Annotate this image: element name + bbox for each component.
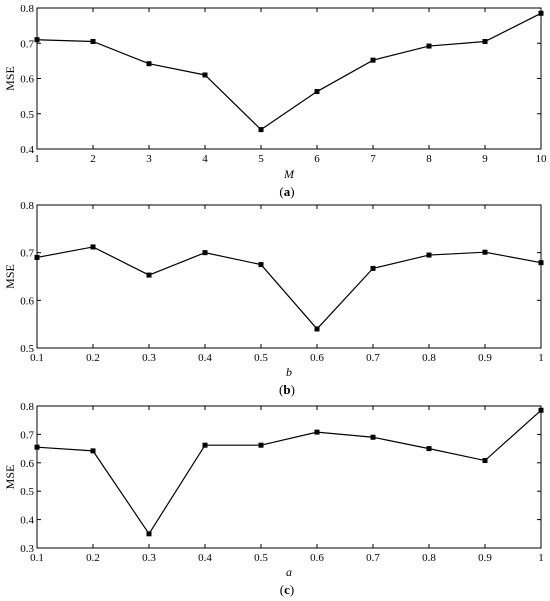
chart-panel-c: 0.1 0.2 0.3 0.4 0.5 0.6 0.7 0.8 0.9 1 0.3 0.4 0.5 0.6… <box>3 401 544 597</box>
data-point <box>90 244 96 250</box>
x-tick-label: 1 <box>538 352 544 364</box>
x-tick-label: 0.4 <box>198 352 212 364</box>
y-tick-label: 0.8 <box>20 401 34 413</box>
data-point <box>482 38 488 44</box>
x-axis-label: a <box>286 565 292 579</box>
x-tick-label: 0.5 <box>254 552 268 564</box>
series-line <box>36 409 542 535</box>
y-tick-label: 0.5 <box>20 109 34 121</box>
data-point <box>538 10 544 16</box>
x-tick-label: 0.9 <box>478 352 492 364</box>
y-tick-label: 0.4 <box>20 144 34 156</box>
y-tick-label: 0.8 <box>20 200 34 212</box>
x-axis-label: M <box>283 167 295 181</box>
y-tick-label: 0.8 <box>20 3 34 15</box>
x-tick-label: 0.1 <box>30 352 44 364</box>
data-point <box>538 407 544 413</box>
x-tick-label: 0.3 <box>142 552 156 564</box>
data-point <box>370 57 376 63</box>
series-line <box>36 246 542 330</box>
x-tick-label: 0.2 <box>86 552 100 564</box>
x-tick-label: 9 <box>482 153 488 165</box>
data-point <box>202 250 208 256</box>
panel-caption: (c) <box>280 582 294 597</box>
data-point <box>314 89 320 95</box>
data-point <box>482 249 488 255</box>
x-tick-label: 2 <box>90 153 96 165</box>
x-tick-label: 5 <box>258 153 264 165</box>
y-tick-label: 0.7 <box>20 38 34 50</box>
data-point <box>538 260 544 266</box>
x-tick-label: 4 <box>202 153 208 165</box>
data-point <box>202 72 208 78</box>
x-tick-label: 0.5 <box>254 352 268 364</box>
x-tick-label: 10 <box>536 153 548 165</box>
x-tick-label: 3 <box>146 153 152 165</box>
data-point <box>258 442 264 448</box>
panel-caption: (b) <box>279 382 295 397</box>
x-tick-label: 0.1 <box>30 552 44 564</box>
x-tick-label: 0.4 <box>198 552 212 564</box>
y-tick-label: 0.5 <box>20 343 34 355</box>
data-point <box>34 254 40 260</box>
chart-panel-a: 1 2 3 4 5 6 7 8 9 10 0.4 0.5 0.6 0.7 0.8 MSE M (a) <box>3 3 547 199</box>
data-point <box>426 252 432 258</box>
y-tick-label: 0.5 <box>20 486 34 498</box>
y-axis-label: MSE <box>3 465 17 490</box>
y-tick-label: 0.7 <box>20 248 34 260</box>
x-tick-label: 0.8 <box>422 352 436 364</box>
x-tick-label: 0.2 <box>86 352 100 364</box>
data-point <box>34 37 40 43</box>
x-tick-label: 1 <box>538 552 544 564</box>
x-tick-label: 0.9 <box>478 552 492 564</box>
plot-frame <box>36 7 542 150</box>
plot-frame <box>36 405 542 549</box>
x-tick-label: 0.6 <box>310 352 324 364</box>
y-tick-label: 0.7 <box>20 429 34 441</box>
x-tick-label: 0.6 <box>310 552 324 564</box>
x-tick-label: 0.3 <box>142 352 156 364</box>
x-tick-label: 0.7 <box>366 352 380 364</box>
x-axis-label: b <box>286 365 292 379</box>
y-axis-label: MSE <box>3 66 17 91</box>
x-tick-label: 6 <box>314 153 320 165</box>
y-tick-label: 0.6 <box>20 295 34 307</box>
x-tick-label: 1 <box>34 153 40 165</box>
y-tick-label: 0.3 <box>20 543 34 555</box>
x-tick-label: 0.7 <box>366 552 380 564</box>
panel-caption: (a) <box>279 184 294 199</box>
x-tick-label: 7 <box>370 153 376 165</box>
data-point <box>258 262 264 268</box>
data-point <box>426 43 432 49</box>
data-point <box>146 531 152 537</box>
data-point <box>314 326 320 332</box>
data-point <box>370 434 376 440</box>
y-tick-label: 0.6 <box>20 74 34 86</box>
data-point <box>370 265 376 271</box>
data-point <box>426 446 432 452</box>
x-tick-label: 0.8 <box>422 552 436 564</box>
data-point <box>202 442 208 448</box>
plot-frame <box>36 204 542 349</box>
data-point <box>146 272 152 278</box>
chart-panel-b: 0.1 0.2 0.3 0.4 0.5 0.6 0.7 0.8 0.9 1 0.5 0.6 0.7 0.8… <box>3 200 544 397</box>
data-point <box>90 38 96 44</box>
y-axis-label: MSE <box>3 264 17 289</box>
data-point <box>314 429 320 435</box>
y-tick-label: 0.6 <box>20 458 34 470</box>
data-point <box>258 127 264 133</box>
y-tick-label: 0.4 <box>20 515 34 527</box>
data-point <box>146 61 152 67</box>
data-point <box>34 444 40 450</box>
data-point <box>90 448 96 454</box>
data-point <box>482 458 488 464</box>
x-tick-label: 8 <box>426 153 432 165</box>
series-line <box>36 12 542 131</box>
